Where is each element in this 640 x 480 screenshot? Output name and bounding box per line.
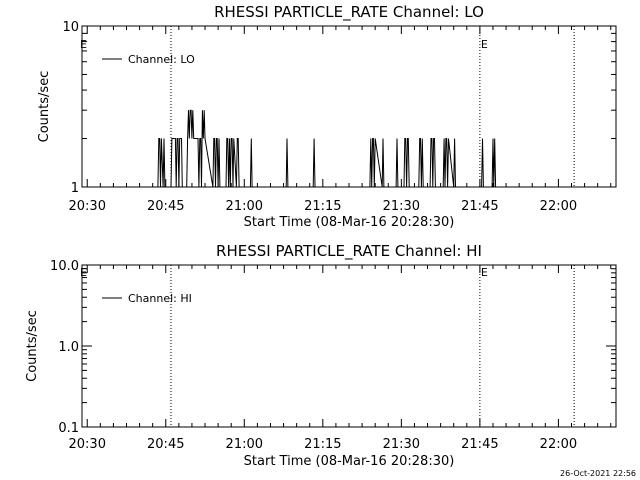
x-tick-label: 21:30 <box>383 437 420 452</box>
x-tick-label: 21:00 <box>226 199 263 214</box>
plot-frame <box>81 264 617 428</box>
footer-timestamp: 26-Oct-2021 22:56 <box>560 469 636 478</box>
corner-label: E <box>80 38 87 51</box>
x-tick-label: 22:00 <box>540 199 577 214</box>
panel-hi: RHESSI PARTICLE_RATE Channel: HI Counts/s… <box>25 242 617 469</box>
event-marker-label: E <box>481 266 488 279</box>
legend-label: Channel: LO <box>128 53 195 66</box>
y-tick-label: 1 <box>71 181 79 196</box>
x-tick-label: 21:45 <box>461 437 498 452</box>
y-axis-label: Counts/sec <box>37 71 52 143</box>
x-tick-label: 20:30 <box>69 199 106 214</box>
x-tick-label: 20:45 <box>147 437 184 452</box>
series-line-0 <box>157 109 497 188</box>
x-tick-label: 21:30 <box>383 199 420 214</box>
x-tick-label: 20:30 <box>69 437 106 452</box>
y-tick-label: 0.1 <box>58 421 79 436</box>
x-tick-label: 21:15 <box>304 199 341 214</box>
x-tick-label: 21:45 <box>461 199 498 214</box>
event-marker-label: E <box>481 38 488 51</box>
chart-title: RHESSI PARTICLE_RATE Channel: LO <box>214 3 484 22</box>
x-tick-label: 21:00 <box>226 437 263 452</box>
x-axis-label: Start Time (08-Mar-16 20:28:30) <box>244 215 455 230</box>
x-tick-label: 22:00 <box>540 437 577 452</box>
x-tick-label: 21:15 <box>304 437 341 452</box>
y-tick-label: 10 <box>62 20 79 35</box>
panel-lo: RHESSI PARTICLE_RATE Channel: LO Counts/s… <box>37 3 617 230</box>
x-axis-label: Start Time (08-Mar-16 20:28:30) <box>244 454 455 469</box>
legend-label: Channel: HI <box>128 292 192 305</box>
chart-title: RHESSI PARTICLE_RATE Channel: HI <box>216 242 482 261</box>
x-tick-label: 20:45 <box>147 199 184 214</box>
corner-label: E <box>80 266 87 279</box>
y-tick-label: 1.0 <box>58 340 79 355</box>
y-axis-label: Counts/sec <box>25 310 40 382</box>
y-tick-label: 10.0 <box>50 259 79 274</box>
